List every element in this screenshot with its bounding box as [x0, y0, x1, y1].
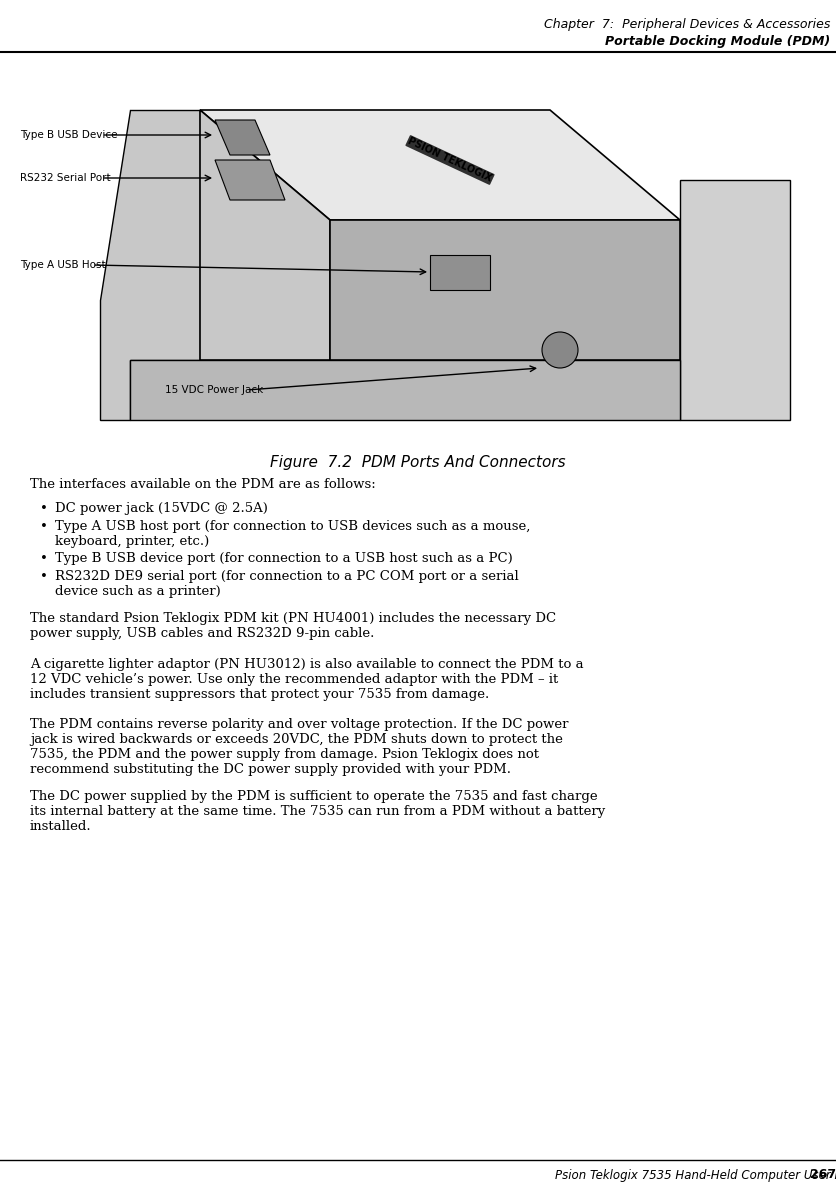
Text: Type B USB Device: Type B USB Device [20, 130, 117, 140]
Text: Type B USB device port (for connection to a USB host such as a PC): Type B USB device port (for connection t… [55, 552, 512, 565]
Text: PSION TEKLOGIX: PSION TEKLOGIX [406, 136, 493, 184]
Text: RS232 Serial Port: RS232 Serial Port [20, 174, 110, 183]
Text: •: • [40, 552, 48, 565]
Text: •: • [40, 519, 48, 533]
Polygon shape [215, 120, 270, 154]
Polygon shape [200, 110, 329, 360]
Text: The DC power supplied by the PDM is sufficient to operate the 7535 and fast char: The DC power supplied by the PDM is suff… [30, 790, 604, 833]
Text: DC power jack (15VDC @ 2.5A): DC power jack (15VDC @ 2.5A) [55, 502, 268, 515]
Text: •: • [40, 570, 48, 583]
Text: 15 VDC Power Jack: 15 VDC Power Jack [165, 385, 263, 395]
Polygon shape [200, 110, 679, 220]
Text: Psion Teklogix 7535 Hand-Held Computer User Manual: Psion Teklogix 7535 Hand-Held Computer U… [554, 1168, 836, 1181]
Text: Type A USB host port (for connection to USB devices such as a mouse,
keyboard, p: Type A USB host port (for connection to … [55, 519, 530, 548]
Text: A cigarette lighter adaptor (PN HU3012) is also available to connect the PDM to : A cigarette lighter adaptor (PN HU3012) … [30, 658, 583, 701]
Text: Type A USB Host: Type A USB Host [20, 260, 105, 271]
Text: Figure  7.2  PDM Ports And Connectors: Figure 7.2 PDM Ports And Connectors [270, 455, 565, 470]
Polygon shape [215, 160, 285, 200]
Text: The standard Psion Teklogix PDM kit (PN HU4001) includes the necessary DC
power : The standard Psion Teklogix PDM kit (PN … [30, 612, 555, 640]
Polygon shape [130, 360, 679, 420]
Polygon shape [430, 255, 489, 290]
Text: Chapter  7:  Peripheral Devices & Accessories: Chapter 7: Peripheral Devices & Accessor… [543, 18, 829, 31]
Polygon shape [329, 220, 679, 360]
Polygon shape [679, 180, 789, 420]
Text: The PDM contains reverse polarity and over voltage protection. If the DC power
j: The PDM contains reverse polarity and ov… [30, 718, 568, 776]
Circle shape [542, 332, 578, 367]
Polygon shape [99, 110, 200, 420]
Text: RS232D DE9 serial port (for connection to a PC COM port or a serial
device such : RS232D DE9 serial port (for connection t… [55, 570, 518, 598]
Text: 267: 267 [809, 1168, 835, 1181]
Text: The interfaces available on the PDM are as follows:: The interfaces available on the PDM are … [30, 478, 375, 491]
Text: Portable Docking Module (PDM): Portable Docking Module (PDM) [604, 35, 829, 48]
Text: •: • [40, 502, 48, 515]
